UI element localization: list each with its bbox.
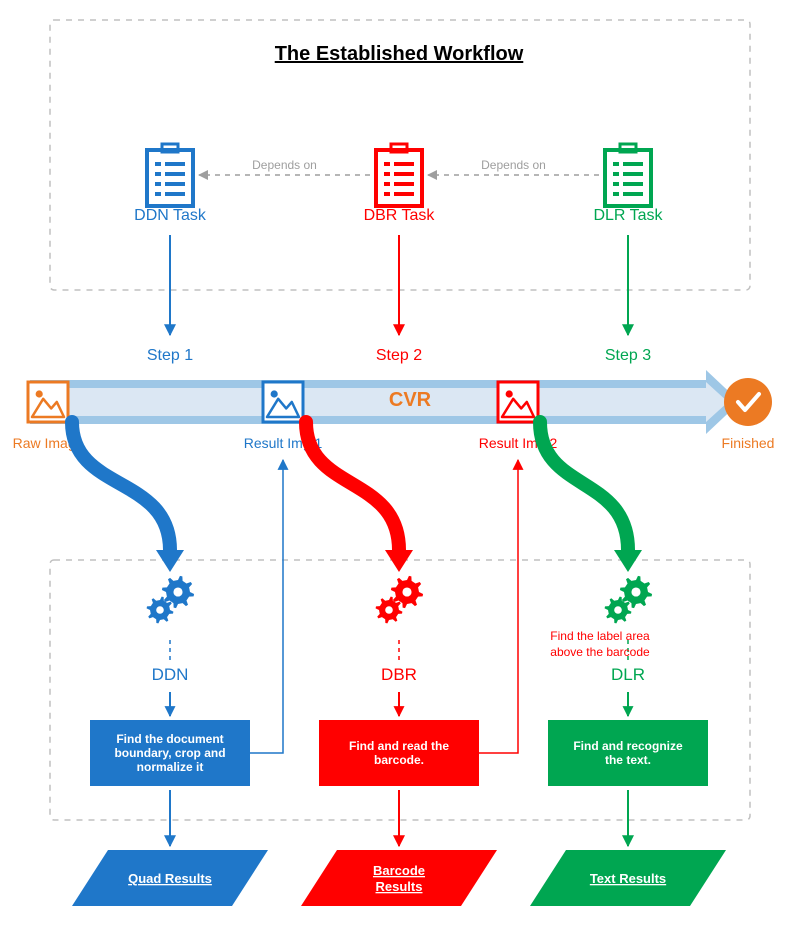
image-icon bbox=[498, 382, 538, 422]
task-label-ddn: DDN Task bbox=[134, 207, 207, 224]
image-icon bbox=[28, 382, 68, 422]
proc-box-text: boundary, crop and bbox=[114, 746, 225, 760]
proc-box-text: barcode. bbox=[374, 753, 424, 767]
label-area-note: above the barcode bbox=[550, 645, 650, 659]
proc-box-text: Find and read the bbox=[349, 739, 449, 753]
depends-on-label: Depends on bbox=[252, 158, 317, 172]
proc-name-dbr: DBR bbox=[381, 665, 417, 684]
image-icon bbox=[263, 382, 303, 422]
depends-on-label: Depends on bbox=[481, 158, 546, 172]
proc-name-dlr: DLR bbox=[611, 665, 645, 684]
result-box-text: Results bbox=[376, 879, 423, 894]
finished-label: Finished bbox=[722, 435, 775, 451]
proc-box-text: Find and recognize bbox=[573, 739, 683, 753]
horizontal-arrow-inner bbox=[38, 382, 728, 422]
proc-box-text: normalize it bbox=[137, 760, 204, 774]
proc-box-text: the text. bbox=[605, 753, 651, 767]
task-label-dbr: DBR Task bbox=[364, 207, 436, 224]
title: The Established Workflow bbox=[275, 43, 524, 65]
result-box-text: Quad Results bbox=[128, 871, 212, 886]
step-label-1: Step 2 bbox=[376, 347, 422, 364]
step-label-2: Step 3 bbox=[605, 347, 651, 364]
task-label-dlr: DLR Task bbox=[593, 207, 663, 224]
result-box-text: Barcode bbox=[373, 863, 425, 878]
canvas bbox=[0, 0, 798, 926]
finished-icon bbox=[724, 378, 772, 426]
step-label-0: Step 1 bbox=[147, 347, 193, 364]
proc-box-text: Find the document bbox=[116, 732, 223, 746]
proc-name-ddn: DDN bbox=[152, 665, 189, 684]
label-area-note: Find the label area bbox=[550, 629, 650, 643]
cvr-label: CVR bbox=[389, 389, 432, 411]
result-box-text: Text Results bbox=[590, 871, 666, 886]
